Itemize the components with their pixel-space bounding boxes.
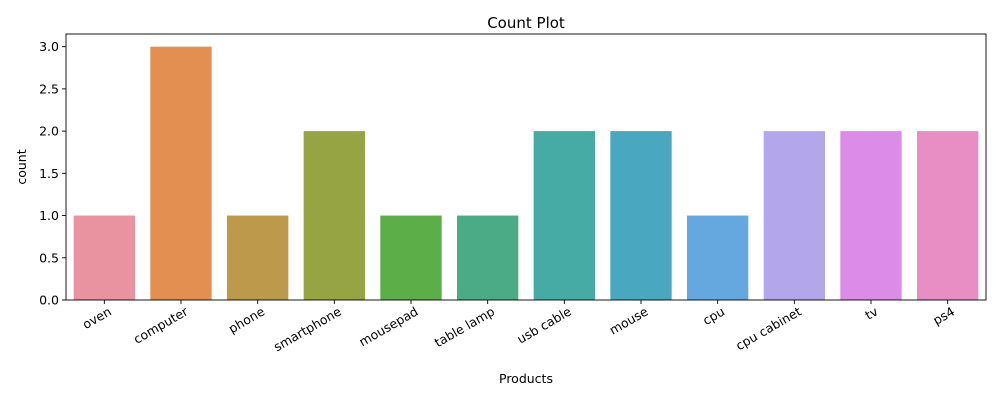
plot-frame [65, 33, 987, 301]
bar-cpu-cabinet [763, 131, 825, 300]
bar-cpu [687, 215, 749, 300]
chart-title: Count Plot [487, 14, 565, 32]
x-tick-label: mouse [607, 303, 651, 337]
x-tick-label: oven [80, 304, 114, 332]
x-tick-label: tv [862, 303, 881, 322]
bar-usb-cable [533, 131, 595, 300]
y-tick-label: 0.0 [39, 293, 59, 308]
y-axis: 0.0 0.5 1.0 1.5 2.0 2.5 3.0 [39, 39, 66, 308]
bar-table-lamp [457, 215, 519, 300]
y-tick-label: 1.0 [39, 208, 59, 223]
bar-oven [73, 215, 135, 300]
y-tick-label: 0.5 [39, 250, 59, 265]
x-tick-label: cpu [700, 304, 727, 328]
x-tick-label: computer [131, 303, 191, 347]
bar-phone [227, 215, 289, 300]
x-tick-label: phone [226, 303, 268, 336]
x-tick-label: ps4 [930, 304, 957, 328]
y-tick-label: 3.0 [39, 39, 59, 54]
x-axis-label: Products [499, 371, 553, 386]
y-tick-label: 2.5 [39, 81, 59, 96]
bar-mousepad [380, 215, 442, 300]
bar-smartphone [303, 131, 365, 300]
bar-computer [150, 46, 212, 300]
x-axis: oven computer phone smartphone mousepad table… [80, 300, 957, 354]
bar-mouse [610, 131, 672, 300]
x-tick-label: usb cable [514, 303, 574, 346]
bar-ps4 [917, 131, 979, 300]
x-tick-label: mousepad [356, 304, 420, 350]
y-tick-label: 2.0 [39, 124, 59, 139]
x-tick-label: smartphone [271, 303, 344, 354]
y-axis-label: count [14, 149, 29, 184]
bars-group [73, 46, 979, 300]
y-tick-label: 1.5 [39, 166, 59, 181]
x-tick-label: cpu cabinet [733, 304, 804, 354]
bar-tv [840, 131, 902, 300]
x-tick-label: table lamp [432, 304, 497, 350]
